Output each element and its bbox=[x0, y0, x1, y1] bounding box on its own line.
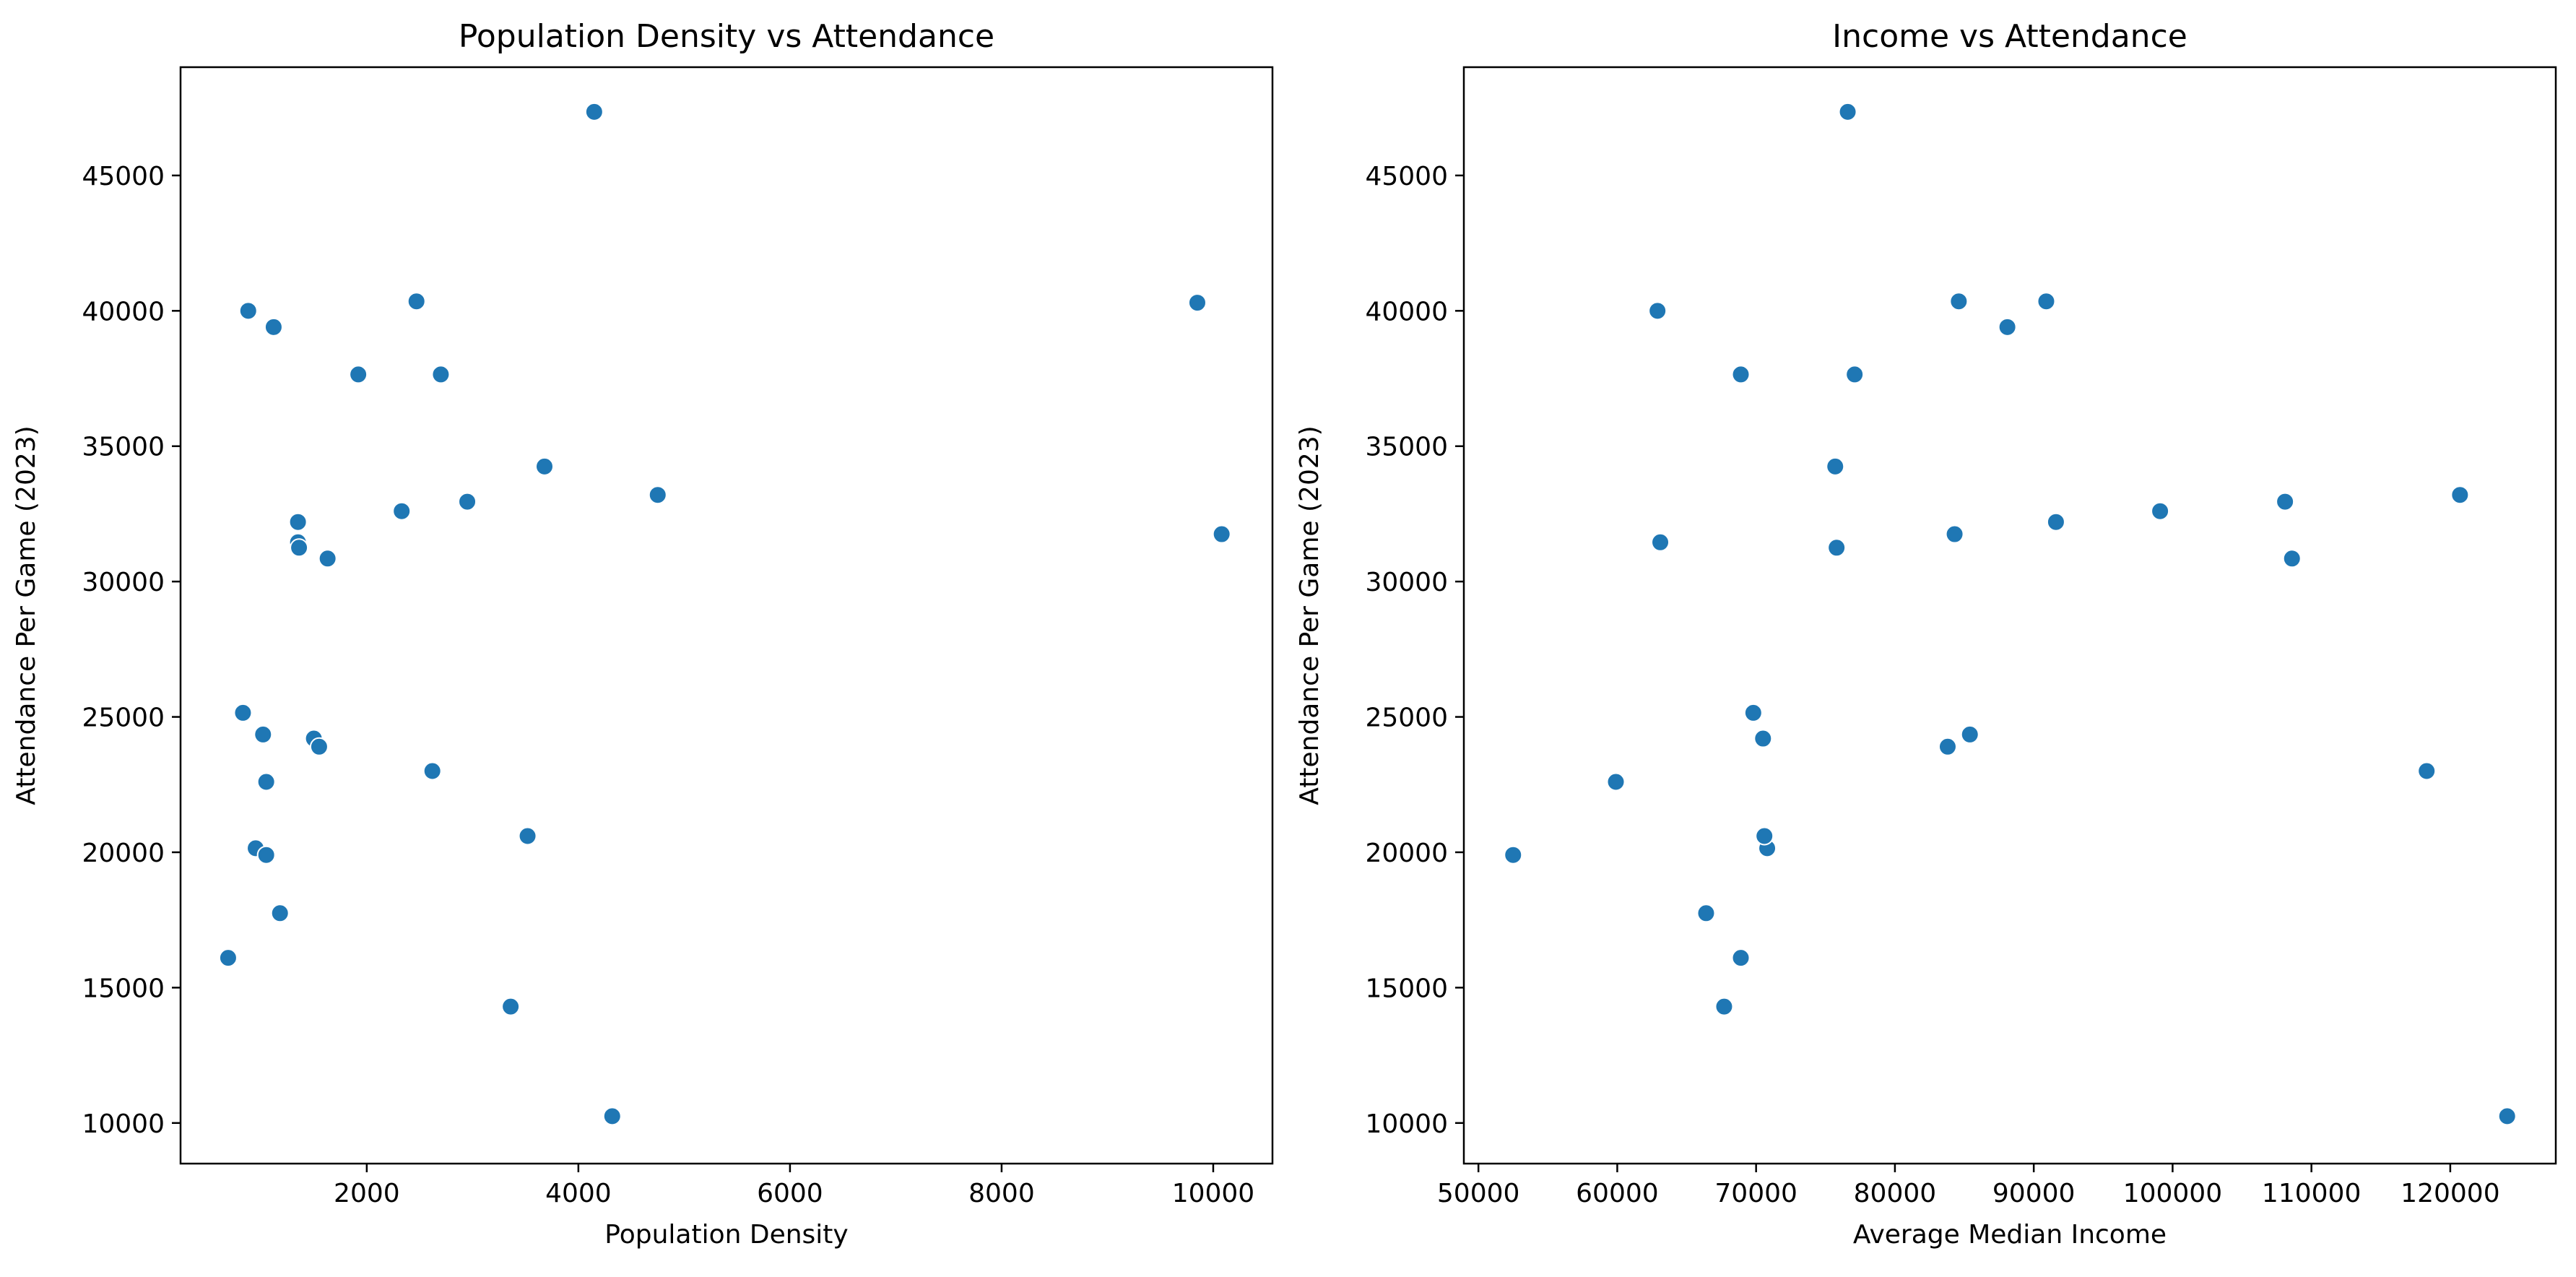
data-point bbox=[238, 301, 258, 321]
data-point bbox=[584, 102, 604, 121]
plot-frame bbox=[1462, 66, 2557, 1165]
data-point bbox=[2046, 512, 2065, 532]
data-point bbox=[318, 549, 337, 568]
x-tick-label: 6000 bbox=[757, 1179, 823, 1208]
data-point bbox=[1938, 737, 1957, 756]
data-point bbox=[1960, 724, 1979, 744]
x-tick-label: 110000 bbox=[2262, 1179, 2361, 1208]
income-scatter-panel: Income vs Attendance Average Median Inco… bbox=[1295, 18, 2557, 1250]
data-point bbox=[1187, 293, 1207, 313]
x-tick-label: 70000 bbox=[1714, 1179, 1797, 1208]
data-point bbox=[1827, 538, 1847, 558]
data-point bbox=[518, 826, 537, 846]
chart-title: Income vs Attendance bbox=[1832, 18, 2187, 55]
data-point bbox=[2450, 485, 2470, 505]
x-tick-label: 8000 bbox=[968, 1179, 1035, 1208]
data-point bbox=[256, 772, 276, 792]
chart-title: Population Density vs Attendance bbox=[459, 18, 994, 55]
y-tick-label: 15000 bbox=[1365, 974, 1448, 1003]
data-point bbox=[1731, 948, 1751, 968]
y-tick-label: 10000 bbox=[1365, 1109, 1448, 1139]
y-tick-label: 10000 bbox=[82, 1109, 165, 1139]
data-point bbox=[1731, 365, 1751, 384]
data-point bbox=[2417, 761, 2437, 781]
data-point bbox=[309, 737, 329, 756]
y-tick-label: 30000 bbox=[82, 568, 165, 597]
data-point bbox=[1212, 524, 1231, 544]
y-tick-label: 25000 bbox=[82, 704, 165, 733]
y-tick-label: 35000 bbox=[82, 433, 165, 462]
data-point bbox=[1755, 826, 1774, 846]
data-point bbox=[1504, 845, 1523, 865]
data-point bbox=[288, 512, 308, 532]
data-point bbox=[602, 1107, 622, 1126]
data-point bbox=[1845, 365, 1865, 384]
data-point bbox=[1648, 301, 1668, 321]
data-point bbox=[422, 761, 442, 781]
data-point bbox=[256, 845, 276, 865]
data-point bbox=[1998, 317, 2017, 337]
data-point bbox=[392, 501, 412, 521]
x-tick-label: 80000 bbox=[1854, 1179, 1937, 1208]
x-tick-label: 90000 bbox=[1992, 1179, 2076, 1208]
data-point bbox=[2282, 549, 2302, 568]
y-tick-label: 45000 bbox=[1365, 162, 1448, 191]
y-tick-label: 40000 bbox=[1365, 297, 1448, 326]
data-point bbox=[349, 365, 368, 384]
y-axis-label: Attendance Per Game (2023) bbox=[12, 425, 41, 805]
data-point bbox=[1949, 292, 1969, 311]
data-point bbox=[1714, 997, 1734, 1016]
data-point bbox=[458, 492, 477, 511]
data-point bbox=[2151, 501, 2170, 521]
data-point bbox=[270, 904, 290, 923]
x-tick-label: 50000 bbox=[1437, 1179, 1520, 1208]
data-point bbox=[2497, 1107, 2517, 1126]
y-tick-label: 40000 bbox=[82, 297, 165, 326]
y-tick-label: 35000 bbox=[1365, 433, 1448, 462]
data-point bbox=[253, 724, 273, 744]
data-point bbox=[264, 317, 283, 337]
y-tick-label: 45000 bbox=[82, 162, 165, 191]
data-point bbox=[1945, 524, 1964, 544]
data-point bbox=[2276, 492, 2295, 511]
x-tick-label: 60000 bbox=[1576, 1179, 1659, 1208]
y-axis-label: Attendance Per Game (2023) bbox=[1295, 425, 1324, 805]
plot-frame bbox=[179, 66, 1274, 1165]
data-point bbox=[648, 485, 667, 505]
data-point bbox=[1826, 456, 1845, 476]
y-tick-label: 15000 bbox=[82, 974, 165, 1003]
data-point bbox=[535, 456, 554, 476]
data-point bbox=[1753, 729, 1773, 748]
data-point bbox=[431, 365, 451, 384]
data-point bbox=[1838, 102, 1857, 121]
data-point bbox=[1743, 703, 1763, 722]
x-tick-label: 4000 bbox=[545, 1179, 612, 1208]
data-point bbox=[501, 997, 521, 1016]
data-point bbox=[1606, 772, 1626, 792]
x-tick-label: 10000 bbox=[1172, 1179, 1255, 1208]
y-tick-label: 30000 bbox=[1365, 568, 1448, 597]
data-point bbox=[233, 703, 253, 722]
data-point bbox=[290, 538, 309, 558]
data-point bbox=[218, 948, 238, 968]
data-point bbox=[407, 292, 426, 311]
data-point bbox=[1651, 532, 1670, 552]
data-point bbox=[1696, 904, 1716, 923]
x-tick-label: 2000 bbox=[334, 1179, 400, 1208]
x-axis-label: Population Density bbox=[604, 1220, 848, 1250]
x-tick-label: 120000 bbox=[2401, 1179, 2499, 1208]
data-point bbox=[2037, 292, 2056, 311]
x-axis-label: Average Median Income bbox=[1853, 1220, 2167, 1250]
y-tick-label: 20000 bbox=[82, 839, 165, 868]
y-tick-label: 25000 bbox=[1365, 704, 1448, 733]
x-tick-label: 100000 bbox=[2123, 1179, 2222, 1208]
y-tick-label: 20000 bbox=[1365, 839, 1448, 868]
population-density-scatter-panel: Population Density vs Attendance Populat… bbox=[12, 18, 1274, 1250]
